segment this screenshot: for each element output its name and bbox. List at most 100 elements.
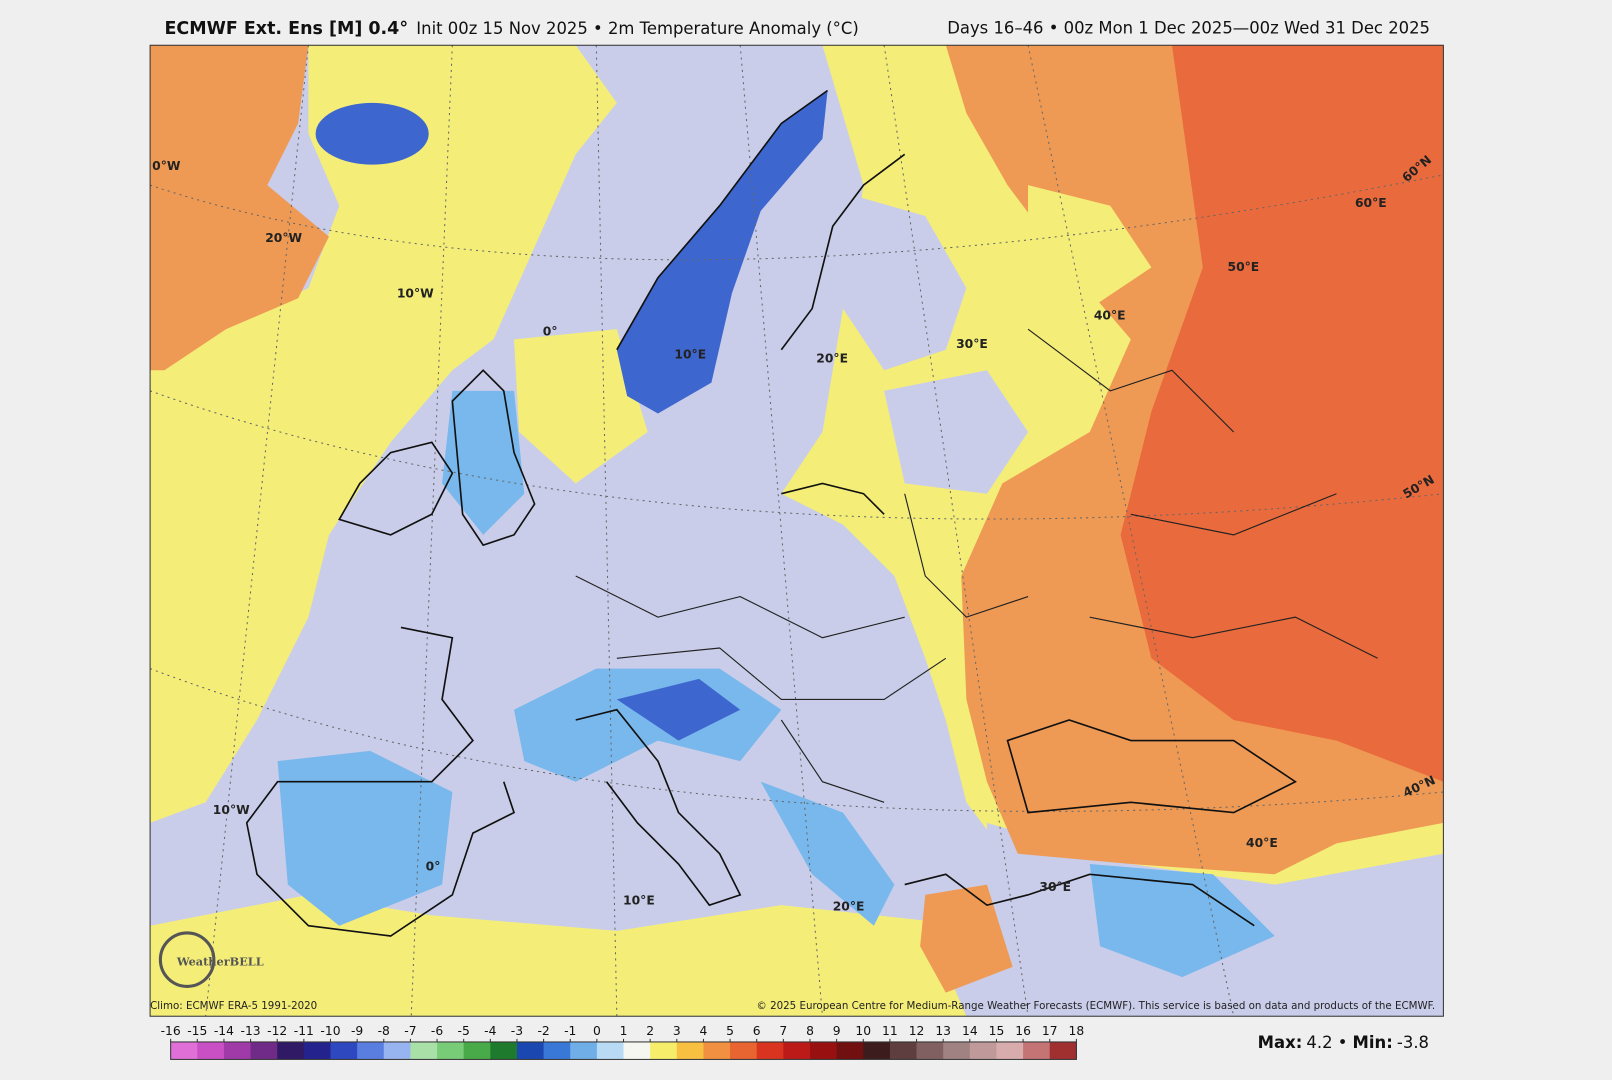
stats: Max: 4.2 • Min: -3.8: [1258, 1032, 1429, 1051]
colorbar-bin: [357, 1041, 385, 1060]
colorbar-bin: [170, 1041, 198, 1060]
colorbar-tick-label: 3: [673, 1024, 681, 1038]
colorbar-tick-label: 1: [620, 1024, 628, 1038]
title-rest: Init 00z 15 Nov 2025 • 2m Temperature An…: [416, 18, 858, 37]
colorbar-tick-label: -16: [161, 1024, 181, 1038]
colorbar-bin: [756, 1041, 784, 1060]
colorbar-tick-label: -6: [431, 1024, 443, 1038]
separator: •: [1338, 1032, 1348, 1051]
colorbar-tick-label: 9: [833, 1024, 841, 1038]
colorbar-bin: [277, 1041, 305, 1060]
anomaly-region: [843, 195, 967, 371]
anomaly-region: [514, 329, 648, 484]
colorbar-tick-label: 6: [753, 1024, 761, 1038]
valid-period: Days 16–46 • 00z Mon 1 Dec 2025—00z Wed …: [947, 18, 1430, 37]
colorbar-tick-label: 0: [593, 1024, 601, 1038]
grid-label: 40°E: [1246, 836, 1278, 850]
colorbar: -16 -15 -14 -13 -12 -11 -10 -9 -8 -7 -6 -5 -4 -3 -2 -1 0…: [161, 1024, 1085, 1060]
colorbar-bin: [996, 1041, 1024, 1060]
colorbar-tick-label: -7: [404, 1024, 416, 1038]
grid-label: 20°E: [833, 900, 865, 914]
colorbar-tick-label: -9: [351, 1024, 363, 1038]
max-label: Max:: [1258, 1032, 1303, 1051]
anomaly-region: [1120, 45, 1444, 782]
colorbar-bin: [809, 1041, 838, 1060]
colorbar-bin: [303, 1041, 332, 1060]
colorbar-bin: [543, 1041, 571, 1060]
colorbar-tick-label: 7: [779, 1024, 787, 1038]
colorbar-bin: [703, 1041, 731, 1060]
colorbar-bin: [783, 1041, 811, 1060]
colorbar-bin: [1049, 1041, 1077, 1060]
anomaly-region: [616, 90, 828, 414]
grid-label: 0°: [543, 325, 558, 339]
colorbar-tick-label: 17: [1042, 1024, 1058, 1038]
colorbar-tick-label: 18: [1069, 1024, 1085, 1038]
colorbar-tick-label: -11: [294, 1024, 314, 1038]
grid-label: 50°E: [1228, 260, 1260, 274]
colorbar-tick-label: -5: [458, 1024, 470, 1038]
colorbar-bin: [623, 1041, 651, 1060]
colorbar-tick-label: -10: [320, 1024, 340, 1038]
grid-label: 30°E: [956, 337, 988, 351]
anomaly-region: [1028, 185, 1152, 309]
colorbar-tick-label: 10: [855, 1024, 871, 1038]
title: ECMWF Ext. Ens [M] 0.4° Init 00z 15 Nov 2…: [164, 18, 858, 39]
anomaly-region: [315, 102, 429, 165]
colorbar-tick-label: 12: [909, 1024, 925, 1038]
colorbar-tick-label: -8: [378, 1024, 390, 1038]
colorbar-tick-label: -3: [511, 1024, 523, 1038]
map: 0°W20°W10°W0°10°E 20°E30°E40°E50°E60°E60°…: [149, 44, 1444, 1017]
logo: WeatherBELL: [176, 955, 264, 969]
grid-label: 30°E: [1039, 880, 1071, 894]
colorbar-bin: [383, 1041, 411, 1060]
min-label: Min:: [1353, 1032, 1393, 1051]
colorbar-tick-label: -13: [241, 1024, 261, 1038]
colorbar-bin: [330, 1041, 358, 1060]
colorbar-tick-label: -4: [484, 1024, 496, 1038]
colorbar-bin: [889, 1041, 918, 1060]
colorbar-tick-label: 16: [1015, 1024, 1031, 1038]
colorbar-bin: [730, 1041, 758, 1060]
colorbar-bin: [943, 1041, 971, 1060]
grid-label: 10°E: [674, 347, 706, 361]
colorbar-tick-label: 14: [962, 1024, 978, 1038]
colorbar-bin: [197, 1041, 225, 1060]
colorbar-bin: [1023, 1041, 1051, 1060]
colorbar-bin: [650, 1041, 678, 1060]
grid-label: 10°E: [623, 894, 655, 908]
anomaly-region: [616, 678, 741, 741]
logo-mark: [158, 931, 216, 988]
colorbar-tick-label: 5: [726, 1024, 734, 1038]
anomaly-region: [920, 884, 1013, 993]
anomaly-region: [1089, 864, 1275, 978]
max-value: 4.2: [1306, 1032, 1332, 1051]
colorbar-bin: [836, 1041, 864, 1060]
grid-label: 40°E: [1094, 308, 1126, 322]
graticule: [150, 45, 1444, 1017]
anomaly-region: [150, 45, 617, 823]
anomaly-region: [884, 370, 1029, 494]
grid-label: 20°E: [816, 351, 848, 365]
colorbar-tick-label: -15: [187, 1024, 207, 1038]
anomaly-region: [277, 750, 453, 926]
colorbar-bin: [410, 1041, 438, 1060]
grid-label: 60°E: [1355, 196, 1387, 210]
anomaly-region: [150, 45, 329, 371]
climo-note: Climo: ECMWF ERA-5 1991-2020: [150, 1000, 317, 1012]
grid-label: 10°W: [397, 287, 434, 301]
colorbar-bin: [250, 1041, 278, 1060]
colorbar-tick-label: 15: [989, 1024, 1005, 1038]
colorbar-tick-label: -2: [537, 1024, 549, 1038]
anomaly-region: [442, 390, 525, 535]
colorbar-bin: [863, 1041, 891, 1060]
colorbar-bin: [969, 1041, 997, 1060]
colorbar-bin: [437, 1041, 465, 1060]
colorbar-bin: [676, 1041, 704, 1060]
colorbar-tick-label: 13: [935, 1024, 951, 1038]
map-frame: [149, 44, 1444, 1017]
grid-label: 0°: [426, 860, 441, 874]
copyright: © 2025 European Centre for Medium-Range …: [757, 1000, 1436, 1012]
colorbar-tick-label: 11: [882, 1024, 898, 1038]
anomaly-region: [760, 781, 895, 926]
